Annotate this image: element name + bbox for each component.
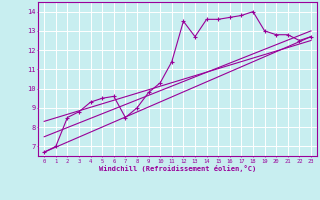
X-axis label: Windchill (Refroidissement éolien,°C): Windchill (Refroidissement éolien,°C) [99, 165, 256, 172]
